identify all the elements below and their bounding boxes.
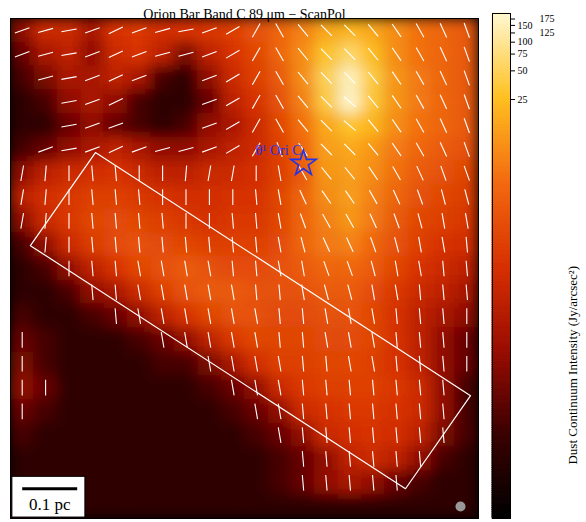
svg-text:Dust Continuum Intensity (Jy/a: Dust Continuum Intensity (Jy/arcsec²) (565, 266, 580, 465)
svg-text:100: 100 (518, 36, 533, 47)
svg-text:25: 25 (518, 94, 528, 105)
svg-text:125: 125 (540, 27, 555, 38)
svg-text:0.1 pc: 0.1 pc (29, 495, 71, 514)
svg-text:175: 175 (540, 13, 555, 24)
svg-text:50: 50 (518, 65, 528, 76)
svg-text:75: 75 (518, 48, 528, 59)
svg-text:150: 150 (518, 20, 533, 31)
svg-text:Orion Bar Band C 89 μm − ScanP: Orion Bar Band C 89 μm − ScanPol (143, 7, 346, 22)
svg-text:θ¹ Ori C: θ¹ Ori C (256, 143, 302, 158)
